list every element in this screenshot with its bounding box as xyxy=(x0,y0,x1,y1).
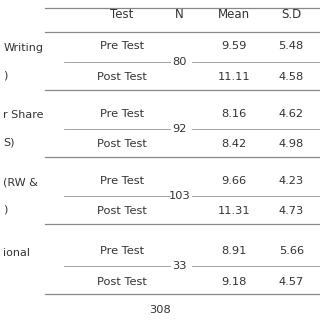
Text: 4.58: 4.58 xyxy=(279,72,304,82)
Text: 103: 103 xyxy=(168,191,190,201)
Text: (RW &: (RW & xyxy=(3,177,38,188)
Text: 4.57: 4.57 xyxy=(279,276,304,287)
Text: N: N xyxy=(175,8,184,21)
Text: 8.42: 8.42 xyxy=(221,139,246,149)
Text: r Share: r Share xyxy=(3,110,44,120)
Text: Pre Test: Pre Test xyxy=(100,176,144,186)
Text: ): ) xyxy=(3,204,8,215)
Text: 4.98: 4.98 xyxy=(279,139,304,149)
Text: ): ) xyxy=(3,70,8,80)
Text: Pre Test: Pre Test xyxy=(100,246,144,256)
Text: 33: 33 xyxy=(172,261,187,271)
Text: 5.66: 5.66 xyxy=(279,246,304,256)
Text: Post Test: Post Test xyxy=(97,72,147,82)
Text: 9.18: 9.18 xyxy=(221,276,246,287)
Text: 5.48: 5.48 xyxy=(279,41,304,52)
Text: 9.59: 9.59 xyxy=(221,41,246,52)
Text: 4.23: 4.23 xyxy=(279,176,304,186)
Text: Test: Test xyxy=(110,8,133,21)
Text: 308: 308 xyxy=(149,305,171,316)
Text: Pre Test: Pre Test xyxy=(100,41,144,52)
Text: Pre Test: Pre Test xyxy=(100,108,144,119)
Text: S.D: S.D xyxy=(281,8,301,21)
Text: 11.11: 11.11 xyxy=(217,72,250,82)
Text: Post Test: Post Test xyxy=(97,276,147,287)
Text: Mean: Mean xyxy=(218,8,250,21)
Text: Post Test: Post Test xyxy=(97,139,147,149)
Text: 92: 92 xyxy=(172,124,186,134)
Text: 9.66: 9.66 xyxy=(221,176,246,186)
Text: 4.62: 4.62 xyxy=(279,108,304,119)
Text: 8.16: 8.16 xyxy=(221,108,246,119)
Text: S): S) xyxy=(3,137,15,148)
Text: 8.91: 8.91 xyxy=(221,246,246,256)
Text: Post Test: Post Test xyxy=(97,206,147,216)
Text: 4.73: 4.73 xyxy=(279,206,304,216)
Text: 11.31: 11.31 xyxy=(217,206,250,216)
Text: 80: 80 xyxy=(172,57,187,67)
Text: Writing: Writing xyxy=(3,43,43,53)
Text: ional: ional xyxy=(3,248,30,258)
